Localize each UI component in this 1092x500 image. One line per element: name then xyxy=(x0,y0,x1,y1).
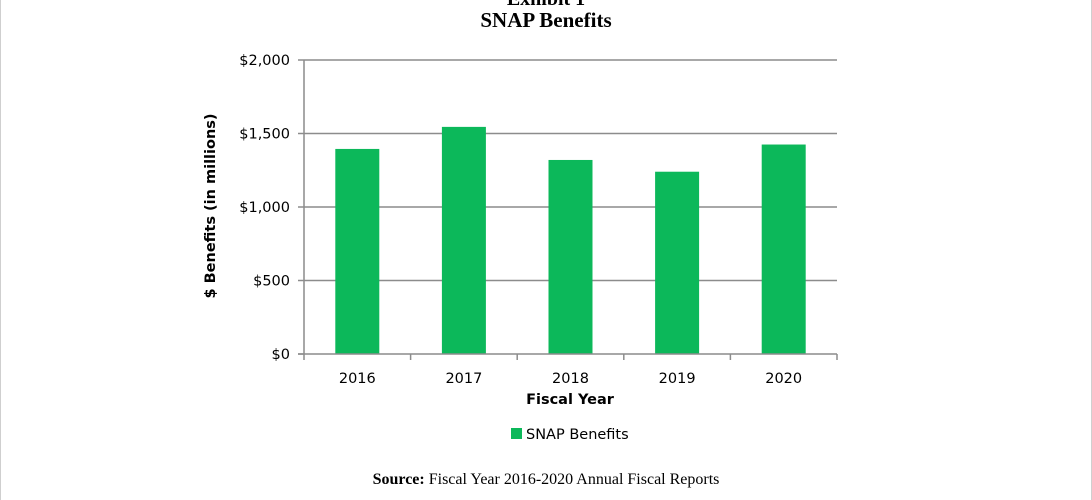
page-left-rule xyxy=(0,0,1,500)
chart-title: SNAP Benefits xyxy=(480,8,612,32)
source-note: Source: Fiscal Year 2016-2020 Annual Fis… xyxy=(0,471,1092,489)
bars xyxy=(335,126,806,354)
source-label: Source: xyxy=(372,471,425,488)
y-tick-label: $0 xyxy=(272,347,290,363)
legend-swatch xyxy=(511,428,522,439)
exhibit-title: Exhibit 1 xyxy=(0,0,1092,11)
x-axis-label: Fiscal Year xyxy=(526,392,615,408)
bar xyxy=(761,144,806,354)
x-tick-label: 2020 xyxy=(765,371,802,387)
x-tick-label: 2017 xyxy=(445,371,482,387)
x-tick-label: 2019 xyxy=(659,371,696,387)
bar xyxy=(548,159,593,354)
legend: SNAP Benefits xyxy=(511,427,629,443)
legend-label: SNAP Benefits xyxy=(526,427,629,443)
y-tick-label: $1,000 xyxy=(239,200,290,216)
x-tick-label: 2018 xyxy=(552,371,589,387)
source-text: Fiscal Year 2016-2020 Annual Fiscal Repo… xyxy=(428,471,720,488)
x-tick-label: 2016 xyxy=(339,371,376,387)
axes xyxy=(298,59,838,360)
tick-labels: $0 $500 $1,000 $1,500 $2,000 2016 2017 2018 2019… xyxy=(239,53,802,387)
y-tick-label: $1,500 xyxy=(239,127,290,143)
bar xyxy=(335,148,380,354)
bar xyxy=(441,126,486,354)
bar xyxy=(655,171,700,354)
y-tick-label: $500 xyxy=(253,274,290,290)
y-tick-label: $2,000 xyxy=(239,53,290,69)
y-axis-label: $ Benefits (in millions) xyxy=(203,113,219,298)
